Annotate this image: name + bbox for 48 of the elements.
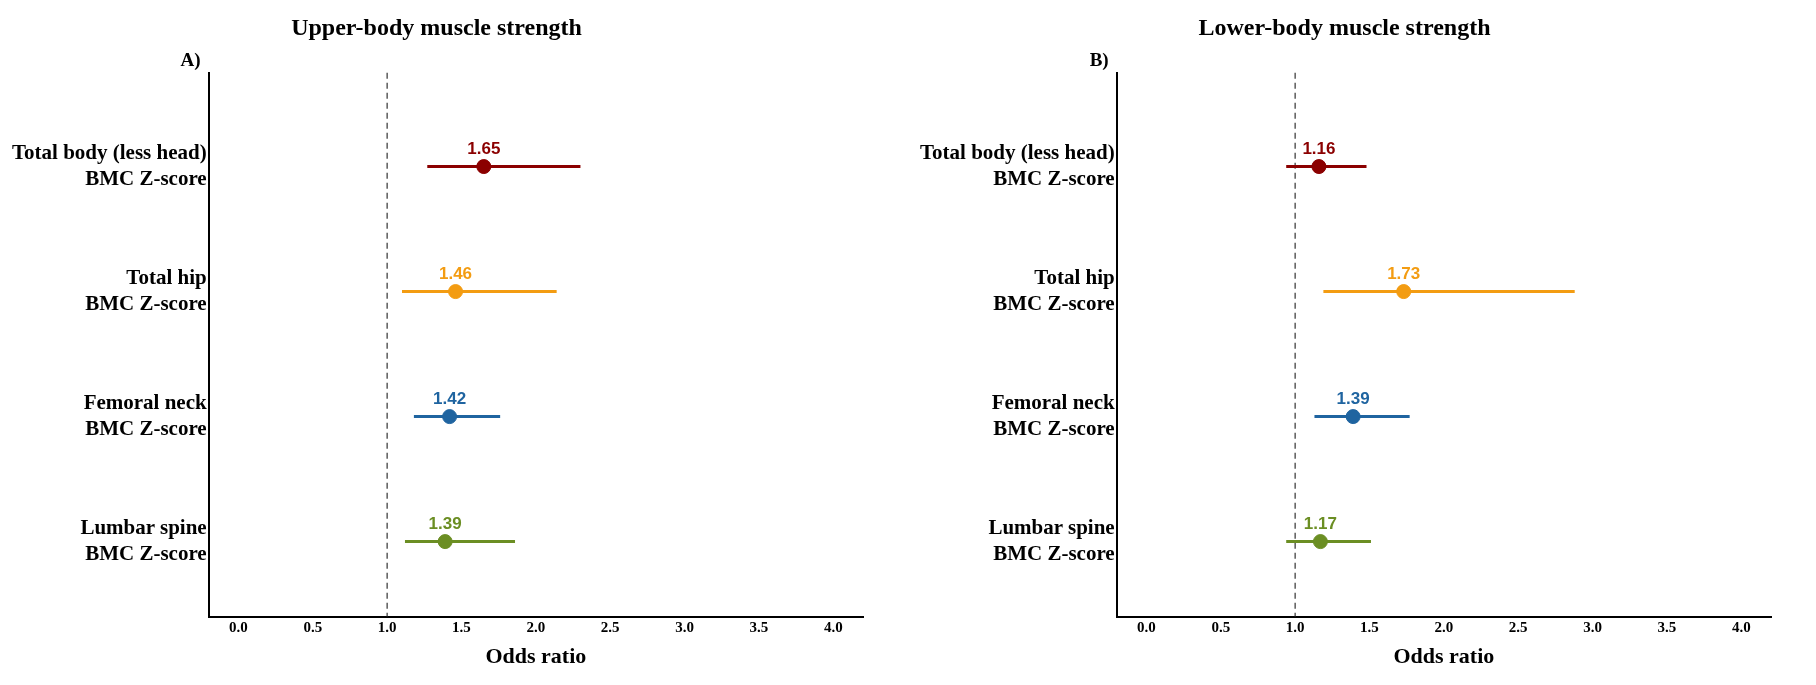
y-tick-label: Femoral neck BMC Z-score <box>991 390 1115 440</box>
data-label: 1.46 <box>438 263 473 283</box>
point <box>442 409 458 425</box>
x-tick-label: 1.0 <box>1285 619 1305 636</box>
x-tick-label: 1.0 <box>377 619 397 636</box>
data-label: 1.39 <box>428 513 462 533</box>
x-tick-label: 3.5 <box>1657 619 1677 636</box>
data-label: 1.16 <box>1302 138 1336 158</box>
data-label: 1.17 <box>1303 513 1337 533</box>
point <box>1311 159 1327 175</box>
x-tick-label: 0.0 <box>229 619 248 636</box>
y-tick-label: Femoral neck BMC Z-score <box>83 390 207 440</box>
point <box>1312 534 1328 550</box>
x-tick-label: 2.0 <box>1434 619 1454 636</box>
text: A) <box>180 49 201 72</box>
y-tick-label: Lumbar spine BMC Z-score <box>988 515 1115 565</box>
x-tick-label: 3.5 <box>749 619 769 636</box>
y-tick-label: Total body (less head) BMC Z-score <box>919 140 1115 190</box>
x-axis-title: Odds ratio <box>485 643 587 669</box>
text: B) <box>1089 49 1109 72</box>
y-tick-label: Total hip BMC Z-score <box>85 265 207 315</box>
data-label: 1.73 <box>1387 263 1421 283</box>
point <box>476 159 492 175</box>
chart-title: Lower-body muscle strength <box>1198 13 1491 40</box>
y-tick-label: Total body (less head) BMC Z-score <box>11 140 207 190</box>
data-label: 1.39 <box>1336 388 1370 408</box>
x-tick-label: 4.0 <box>823 619 843 636</box>
data-label: 1.42 <box>433 388 467 408</box>
y-tick-label: Lumbar spine BMC Z-score <box>80 515 207 565</box>
data-label: 1.65 <box>467 138 501 158</box>
x-tick-label: 1.5 <box>452 619 471 636</box>
x-tick-label: 1.5 <box>1360 619 1379 636</box>
x-tick-label: 2.5 <box>1508 619 1528 636</box>
chart-title: Upper-body muscle strength <box>291 13 582 40</box>
point <box>1345 409 1361 425</box>
x-tick-label: 4.0 <box>1731 619 1751 636</box>
x-tick-label: 0.5 <box>303 619 323 636</box>
point <box>1396 284 1412 300</box>
x-axis-title: Odds ratio <box>1393 643 1495 669</box>
x-tick-label: 3.0 <box>675 619 694 636</box>
x-tick-label: 2.5 <box>600 619 620 636</box>
x-tick-label: 0.5 <box>1211 619 1231 636</box>
point <box>437 534 453 550</box>
x-tick-label: 0.0 <box>1137 619 1156 636</box>
x-tick-label: 3.0 <box>1583 619 1602 636</box>
y-tick-label: Total hip BMC Z-score <box>993 265 1115 315</box>
x-tick-label: 2.0 <box>526 619 546 636</box>
point <box>448 284 464 300</box>
